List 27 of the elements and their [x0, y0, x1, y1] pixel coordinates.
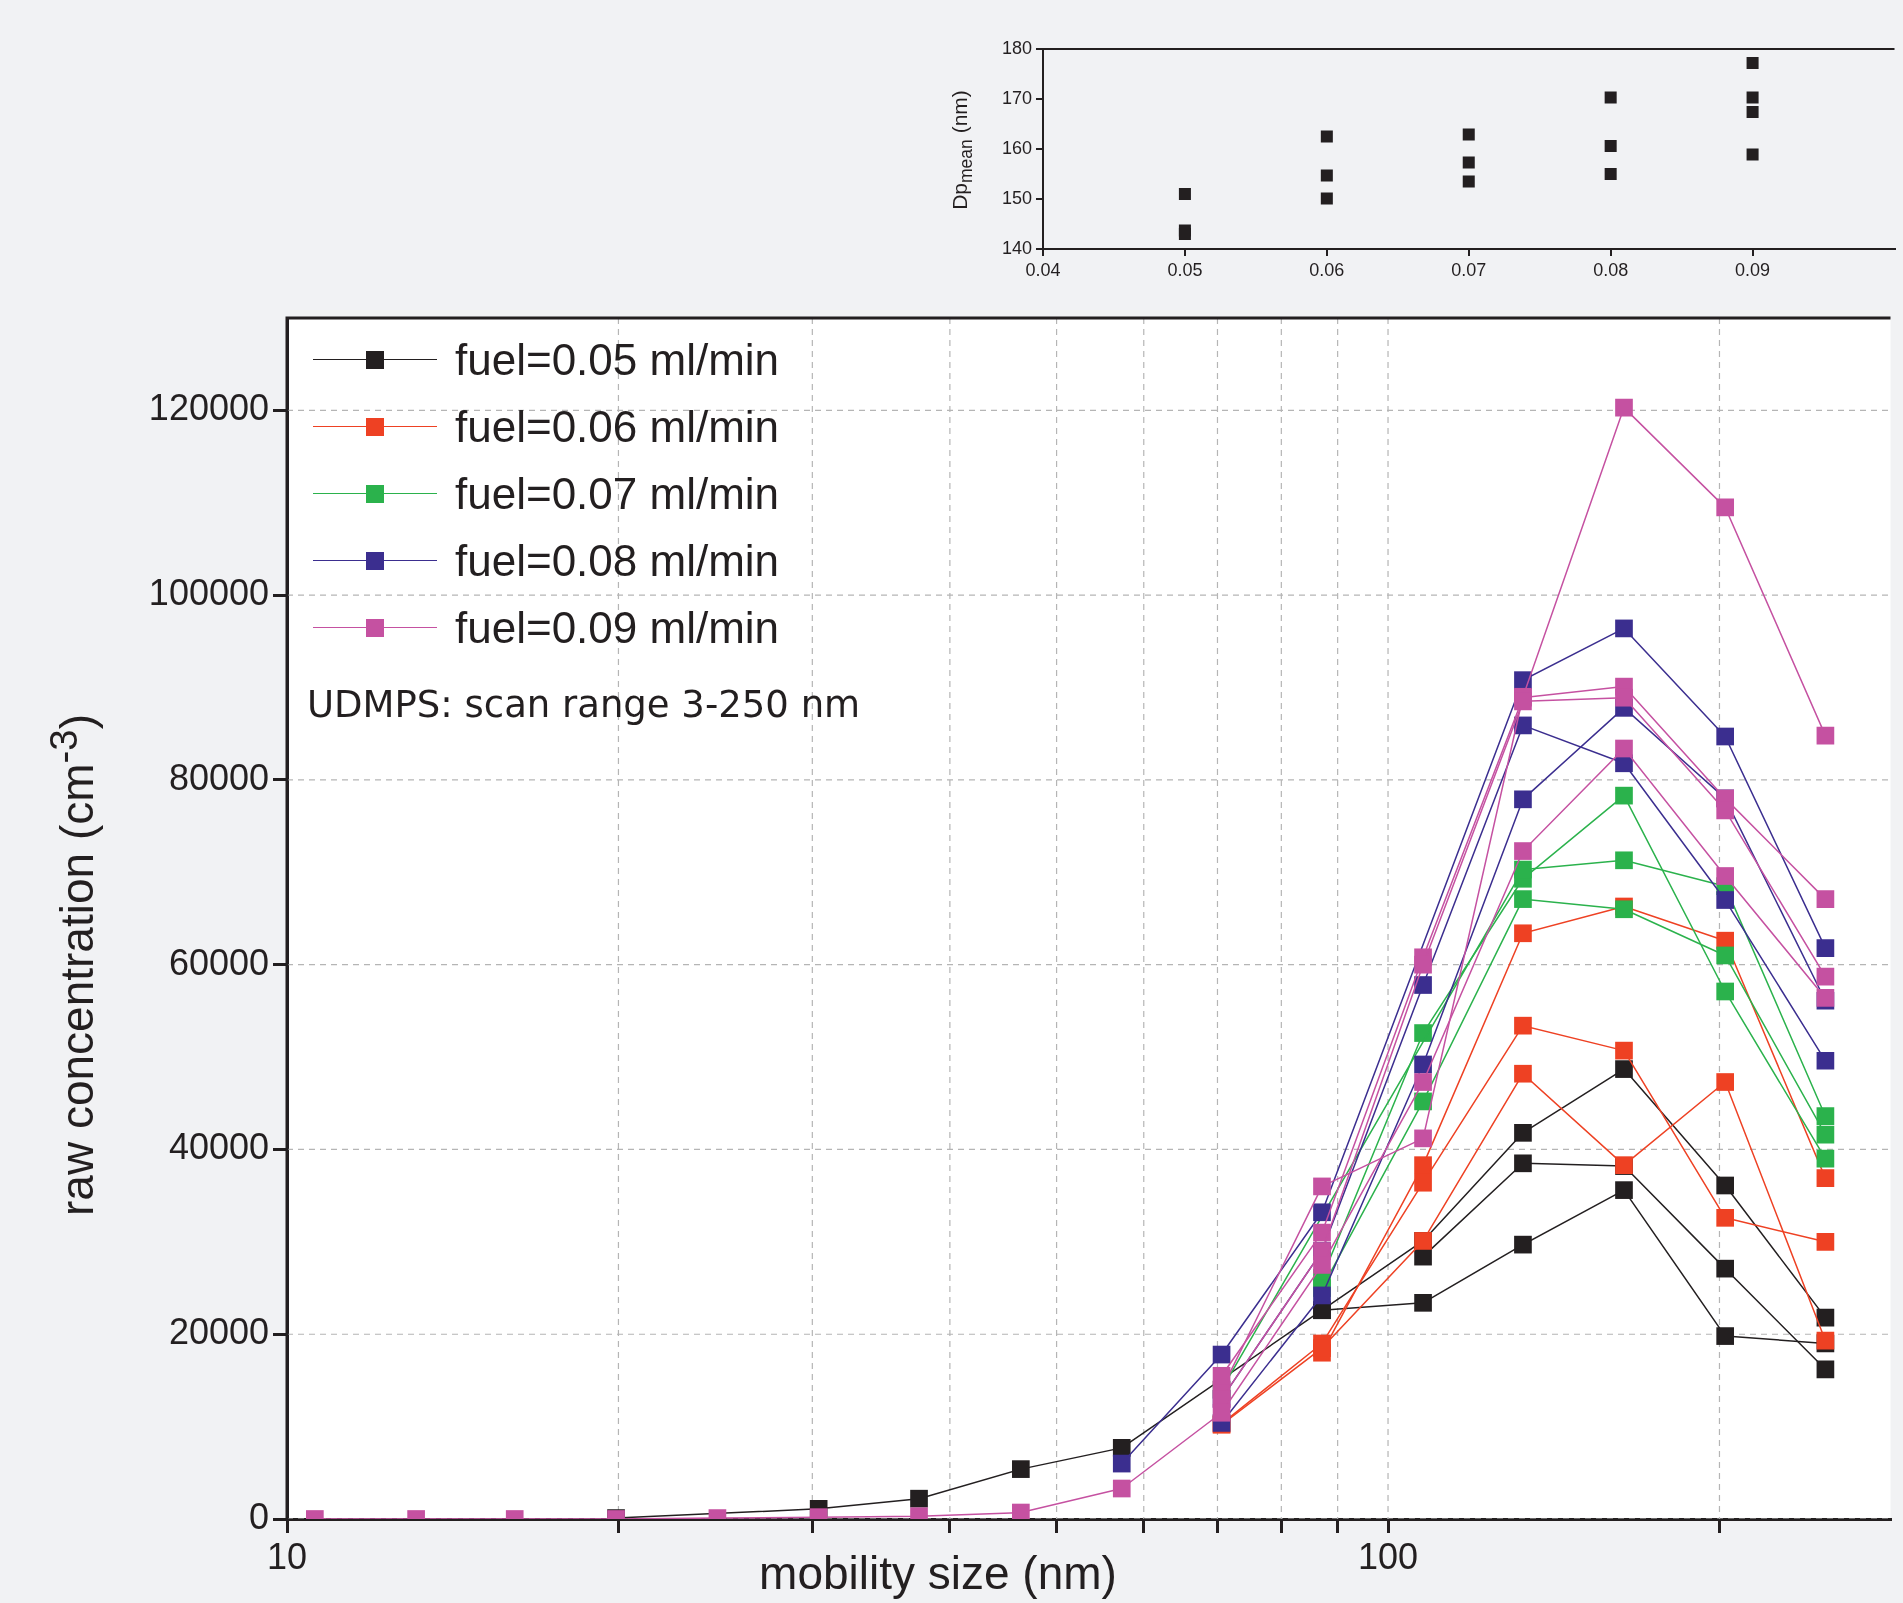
x-tick-label: 0.07: [1451, 259, 1487, 280]
x-tick-label: 0.08: [1593, 259, 1629, 280]
annotation: UDMPS: scan range 3-250 nm: [307, 683, 861, 726]
y-tick-label: 60000: [168, 941, 269, 983]
legend-label: fuel=0.07 ml/min: [455, 468, 780, 519]
y-tick-label: 80000: [168, 756, 269, 798]
x-axis-title: mobility size (nm): [759, 1546, 1117, 1599]
legend-label: fuel=0.08 ml/min: [455, 535, 780, 586]
y-tick-label: 150: [1001, 187, 1032, 208]
x-tick-label: 10: [266, 1535, 308, 1577]
x-tick-label: 0.05: [1167, 259, 1203, 280]
y-tick-label: 0: [248, 1495, 269, 1537]
y-tick-label: 20000: [168, 1311, 269, 1353]
y-tick-label: 40000: [168, 1126, 269, 1168]
legend-label: fuel=0.05 ml/min: [455, 334, 780, 385]
legend-label: fuel=0.09 ml/min: [455, 602, 780, 653]
y-tick-label: 180: [1001, 37, 1032, 58]
y-tick-label: 120000: [148, 387, 269, 429]
x-tick-label: 0.09: [1735, 259, 1771, 280]
y-tick-label: 170: [1001, 87, 1032, 108]
x-tick-label: 0.06: [1309, 259, 1345, 280]
x-tick-label: 0.04: [1025, 259, 1061, 280]
y-tick-label: 140: [1001, 237, 1032, 258]
x-tick-label: 100: [1357, 1535, 1419, 1577]
y-tick-label: 160: [1001, 137, 1032, 158]
legend-label: fuel=0.06 ml/min: [455, 401, 780, 452]
y-tick-label: 100000: [148, 572, 269, 614]
